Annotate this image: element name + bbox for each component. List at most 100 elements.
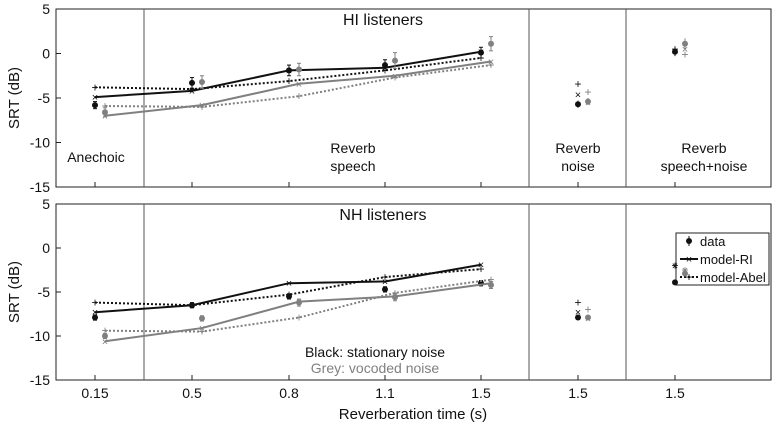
series-marker-model-RI: × <box>102 111 108 123</box>
series-marker-model-RI: × <box>488 57 494 69</box>
y-tick-label: 0 <box>42 240 50 256</box>
x-tick-label: 1.1 <box>375 385 395 401</box>
x-tick-label: 0.8 <box>279 385 299 401</box>
x-tick-label: 1.5 <box>568 385 588 401</box>
series-marker-model-Abel: + <box>101 324 108 338</box>
legend: data × model-RI + model-Abel <box>675 232 770 286</box>
data-point <box>382 286 388 293</box>
series-marker-model-Abel: + <box>391 71 398 85</box>
series-marker-model-Abel: + <box>477 262 484 276</box>
series-marker-model-RI: × <box>189 86 195 98</box>
y-tick-label: -10 <box>30 135 50 151</box>
series-marker-model-Abel: + <box>198 325 205 339</box>
series-marker-model-RI: × <box>488 278 494 290</box>
y-axis-label-bottom: SRT (dB) <box>6 261 23 323</box>
series-marker-model-Abel: + <box>381 270 388 284</box>
x-tick-label: 0.15 <box>81 385 108 401</box>
color-note-black: Black: stationary noise <box>305 344 445 360</box>
series-marker-model-RI: × <box>382 63 388 75</box>
data-point <box>92 102 98 109</box>
y-axis-label: SRT (dB) <box>6 67 23 129</box>
extra-model-ri-marker: × <box>672 261 678 273</box>
y-tick-label: 5 <box>42 196 50 212</box>
series-marker-model-Abel: + <box>285 74 292 88</box>
condition-label-reverb-speech-noise: Reverb speech+noise <box>661 140 748 174</box>
extra-model-abel-marker: + <box>671 42 678 56</box>
extra-model-ri-marker: × <box>682 265 688 277</box>
extra-data-point <box>585 314 591 321</box>
condition-label-anechoic: Anechoic <box>67 149 125 165</box>
series-marker-model-Abel: + <box>295 89 302 103</box>
series-marker-model-RI: × <box>382 276 388 288</box>
y-tick-label: -5 <box>38 90 51 106</box>
data-point <box>392 57 398 64</box>
series-marker-model-RI: × <box>286 65 292 77</box>
data-point <box>102 109 108 116</box>
series-marker-model-Abel: + <box>198 100 205 114</box>
series-marker-model-Abel: + <box>91 80 98 94</box>
extra-model-abel-marker: + <box>681 47 688 61</box>
extra-model-abel-marker: + <box>574 296 581 310</box>
legend-marker-model-ri: × <box>686 254 692 266</box>
legend-marker-model-abel: + <box>685 270 692 284</box>
series-marker-model-Abel: + <box>487 58 494 72</box>
series-marker-model-RI: × <box>92 307 98 319</box>
data-point <box>102 333 108 339</box>
panel-title-nh: NH listeners <box>339 207 426 224</box>
extra-model-ri-marker: × <box>672 46 678 58</box>
series-marker-model-Abel: + <box>477 51 484 65</box>
extra-data-point <box>672 279 678 286</box>
extra-model-ri-marker: × <box>575 307 581 319</box>
data-point <box>199 78 205 85</box>
extra-data-point <box>682 40 688 47</box>
y-tick-label: -5 <box>38 284 51 300</box>
data-point <box>488 40 494 47</box>
extra-data-point <box>575 101 581 108</box>
data-point <box>92 314 98 321</box>
extra-data-point <box>682 270 688 277</box>
series-marker-model-Abel: + <box>188 298 195 312</box>
extra-model-abel-marker: + <box>671 259 678 273</box>
extra-data-point <box>575 314 581 321</box>
series-marker-model-RI: × <box>392 291 398 303</box>
y-tick-label: -15 <box>30 372 50 388</box>
y-tick-label: 5 <box>42 1 50 17</box>
x-axis-label: Reverberation time (s) <box>339 406 487 423</box>
series-line-model-Abel-black <box>94 56 482 91</box>
series-marker-model-Abel: + <box>487 273 494 287</box>
panel-title-hi: HI listeners <box>343 12 423 29</box>
condition-label-reverb-speech: Reverb speech <box>330 140 375 174</box>
legend-label-model-ri: model-RI <box>700 252 753 267</box>
series-marker-model-Abel: + <box>91 296 98 310</box>
x-tick-label: 0.5 <box>182 385 202 401</box>
series-line-model-Abel-black <box>94 268 482 307</box>
series-line-model-RI-black <box>94 50 482 99</box>
series-marker-model-RI: × <box>102 336 108 348</box>
y-tick-label: -10 <box>30 328 50 344</box>
series-marker-model-RI: × <box>296 297 302 309</box>
series-marker-model-RI: × <box>478 47 484 59</box>
extra-model-abel-marker: + <box>584 303 591 317</box>
color-note-grey: Grey: vocoded noise <box>311 360 440 376</box>
series-marker-model-Abel: + <box>188 82 195 96</box>
series-marker-model-Abel: + <box>391 286 398 300</box>
series-marker-model-Abel: + <box>381 63 388 77</box>
legend-label-data: data <box>700 234 726 249</box>
series-marker-model-RI: × <box>92 92 98 104</box>
y-tick-label: -15 <box>30 179 50 195</box>
series-marker-model-RI: × <box>478 260 484 272</box>
series-marker-model-RI: × <box>199 323 205 335</box>
extra-model-abel-marker: + <box>574 77 581 91</box>
extra-model-abel-marker: + <box>584 85 591 99</box>
series-marker-model-RI: × <box>296 79 302 91</box>
series-line-model-RI-black <box>94 263 482 314</box>
series-line-model-RI-grey <box>104 282 492 343</box>
series-line-model-Abel-grey <box>104 64 492 108</box>
y-tick-label: 0 <box>42 46 50 62</box>
condition-label-reverb-noise: Reverb noise <box>555 140 600 174</box>
series-line-model-Abel-grey <box>104 278 492 333</box>
series-marker-model-Abel: + <box>285 288 292 302</box>
chart-marks: 50-5-10-15××× ××+ ++++×××××+ ++++×+×+×+ ×+50… <box>30 1 689 401</box>
extra-model-abel-marker: + <box>681 263 688 277</box>
